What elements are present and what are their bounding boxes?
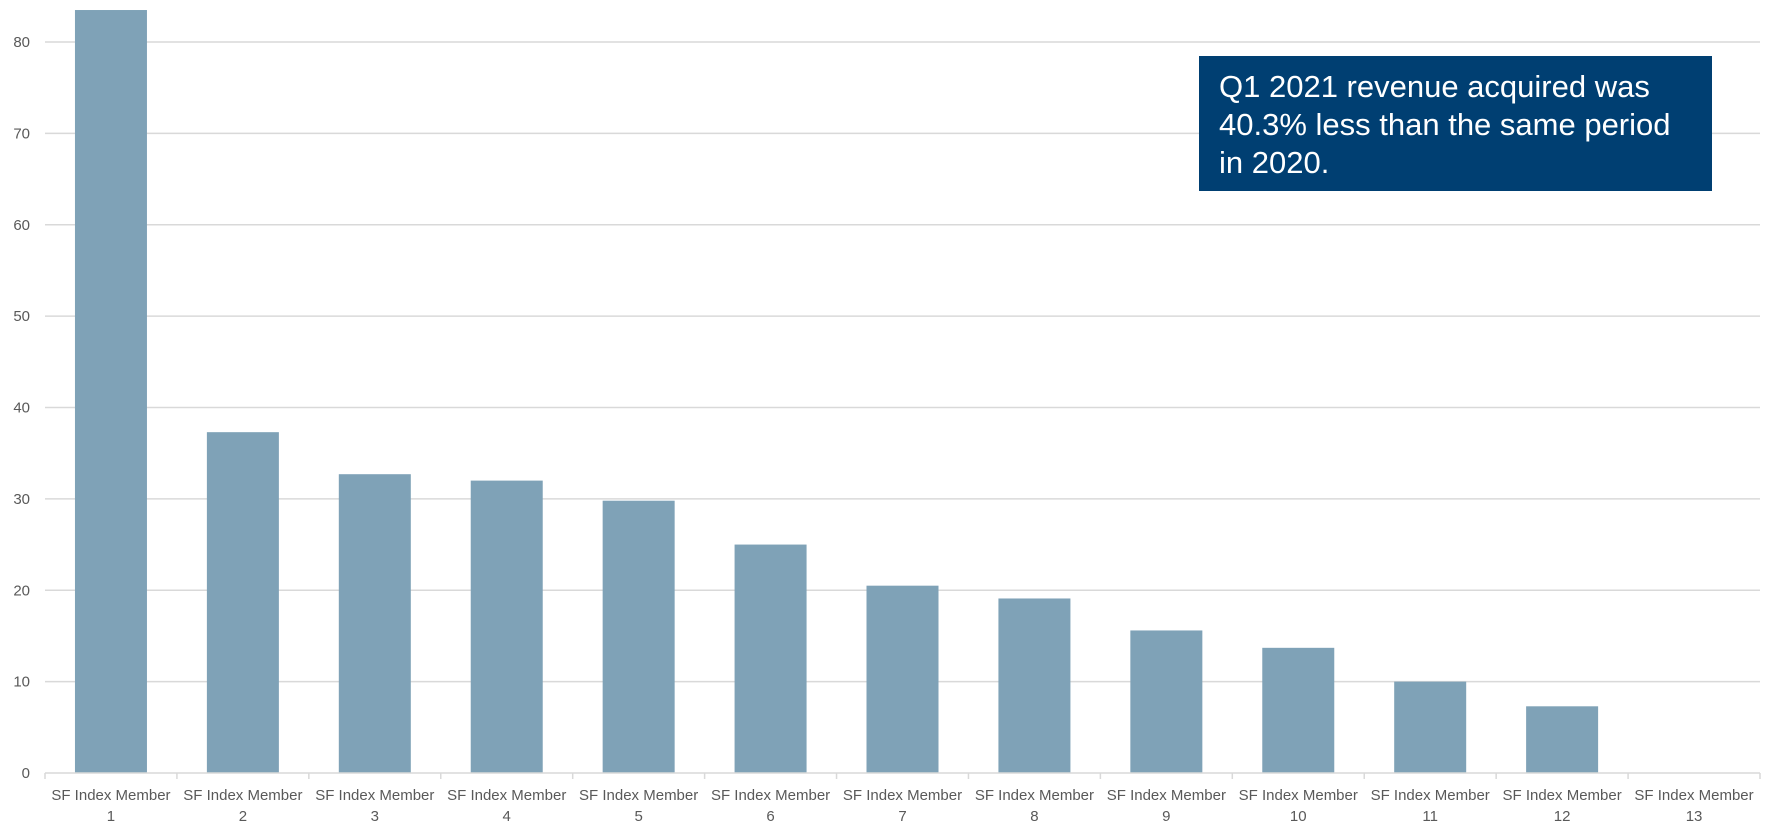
x-tick-label: SF Index Member 3 (315, 787, 434, 825)
bar-2 (206, 432, 279, 773)
annotation-text: Q1 2021 revenue acquired was 40.3% less … (1219, 69, 1671, 180)
x-tick-label: SF Index Member 11 (1371, 787, 1490, 825)
x-tick-label: SF Index Member 2 (183, 787, 302, 825)
x-tick-label: SF Index Member 9 (1107, 787, 1226, 825)
bar-4 (470, 480, 543, 773)
bar-10 (1262, 647, 1335, 773)
y-tick-label: 10 (13, 674, 30, 691)
x-tick-label: SF Index Member 7 (843, 787, 962, 825)
bar-12 (1526, 706, 1599, 773)
bar-8 (998, 598, 1071, 773)
annotation-callout: Q1 2021 revenue acquired was 40.3% less … (1199, 56, 1712, 191)
bar-3 (338, 474, 411, 773)
y-tick-label: 50 (13, 308, 30, 325)
y-tick-label: 70 (13, 125, 30, 142)
x-axis (44, 772, 1761, 779)
bar-5 (602, 500, 675, 773)
x-tick-label: SF Index Member 5 (579, 787, 698, 825)
x-tick-label: SF Index Member 10 (1239, 787, 1358, 825)
gridlines (45, 41, 1760, 683)
y-tick-label: 60 (13, 217, 30, 234)
y-tick-label: 30 (13, 491, 30, 508)
x-tick-label: SF Index Member 12 (1503, 787, 1622, 825)
x-tick-label: SF Index Member 1 (51, 787, 170, 825)
x-tick-label: SF Index Member 13 (1634, 787, 1753, 825)
x-tick-label: SF Index Member 6 (711, 787, 830, 825)
y-tick-label: 40 (13, 400, 30, 417)
bar-7 (866, 585, 939, 773)
bar-6 (734, 544, 807, 773)
bar-1 (74, 10, 147, 774)
y-tick-label: 80 (13, 34, 30, 51)
bar-9 (1130, 630, 1203, 773)
bars (74, 10, 1599, 774)
y-tick-label: 0 (22, 765, 30, 782)
x-tick-label: SF Index Member 8 (975, 787, 1094, 825)
y-axis-tick-labels: 0 10 20 30 40 50 60 70 80 (13, 34, 30, 782)
x-axis-tick-labels: SF Index Member 1 SF Index Member 2 SF Index… (51, 787, 1753, 825)
bar-11 (1394, 681, 1467, 773)
y-tick-label: 20 (13, 582, 30, 599)
x-tick-label: SF Index Member 4 (447, 787, 566, 825)
